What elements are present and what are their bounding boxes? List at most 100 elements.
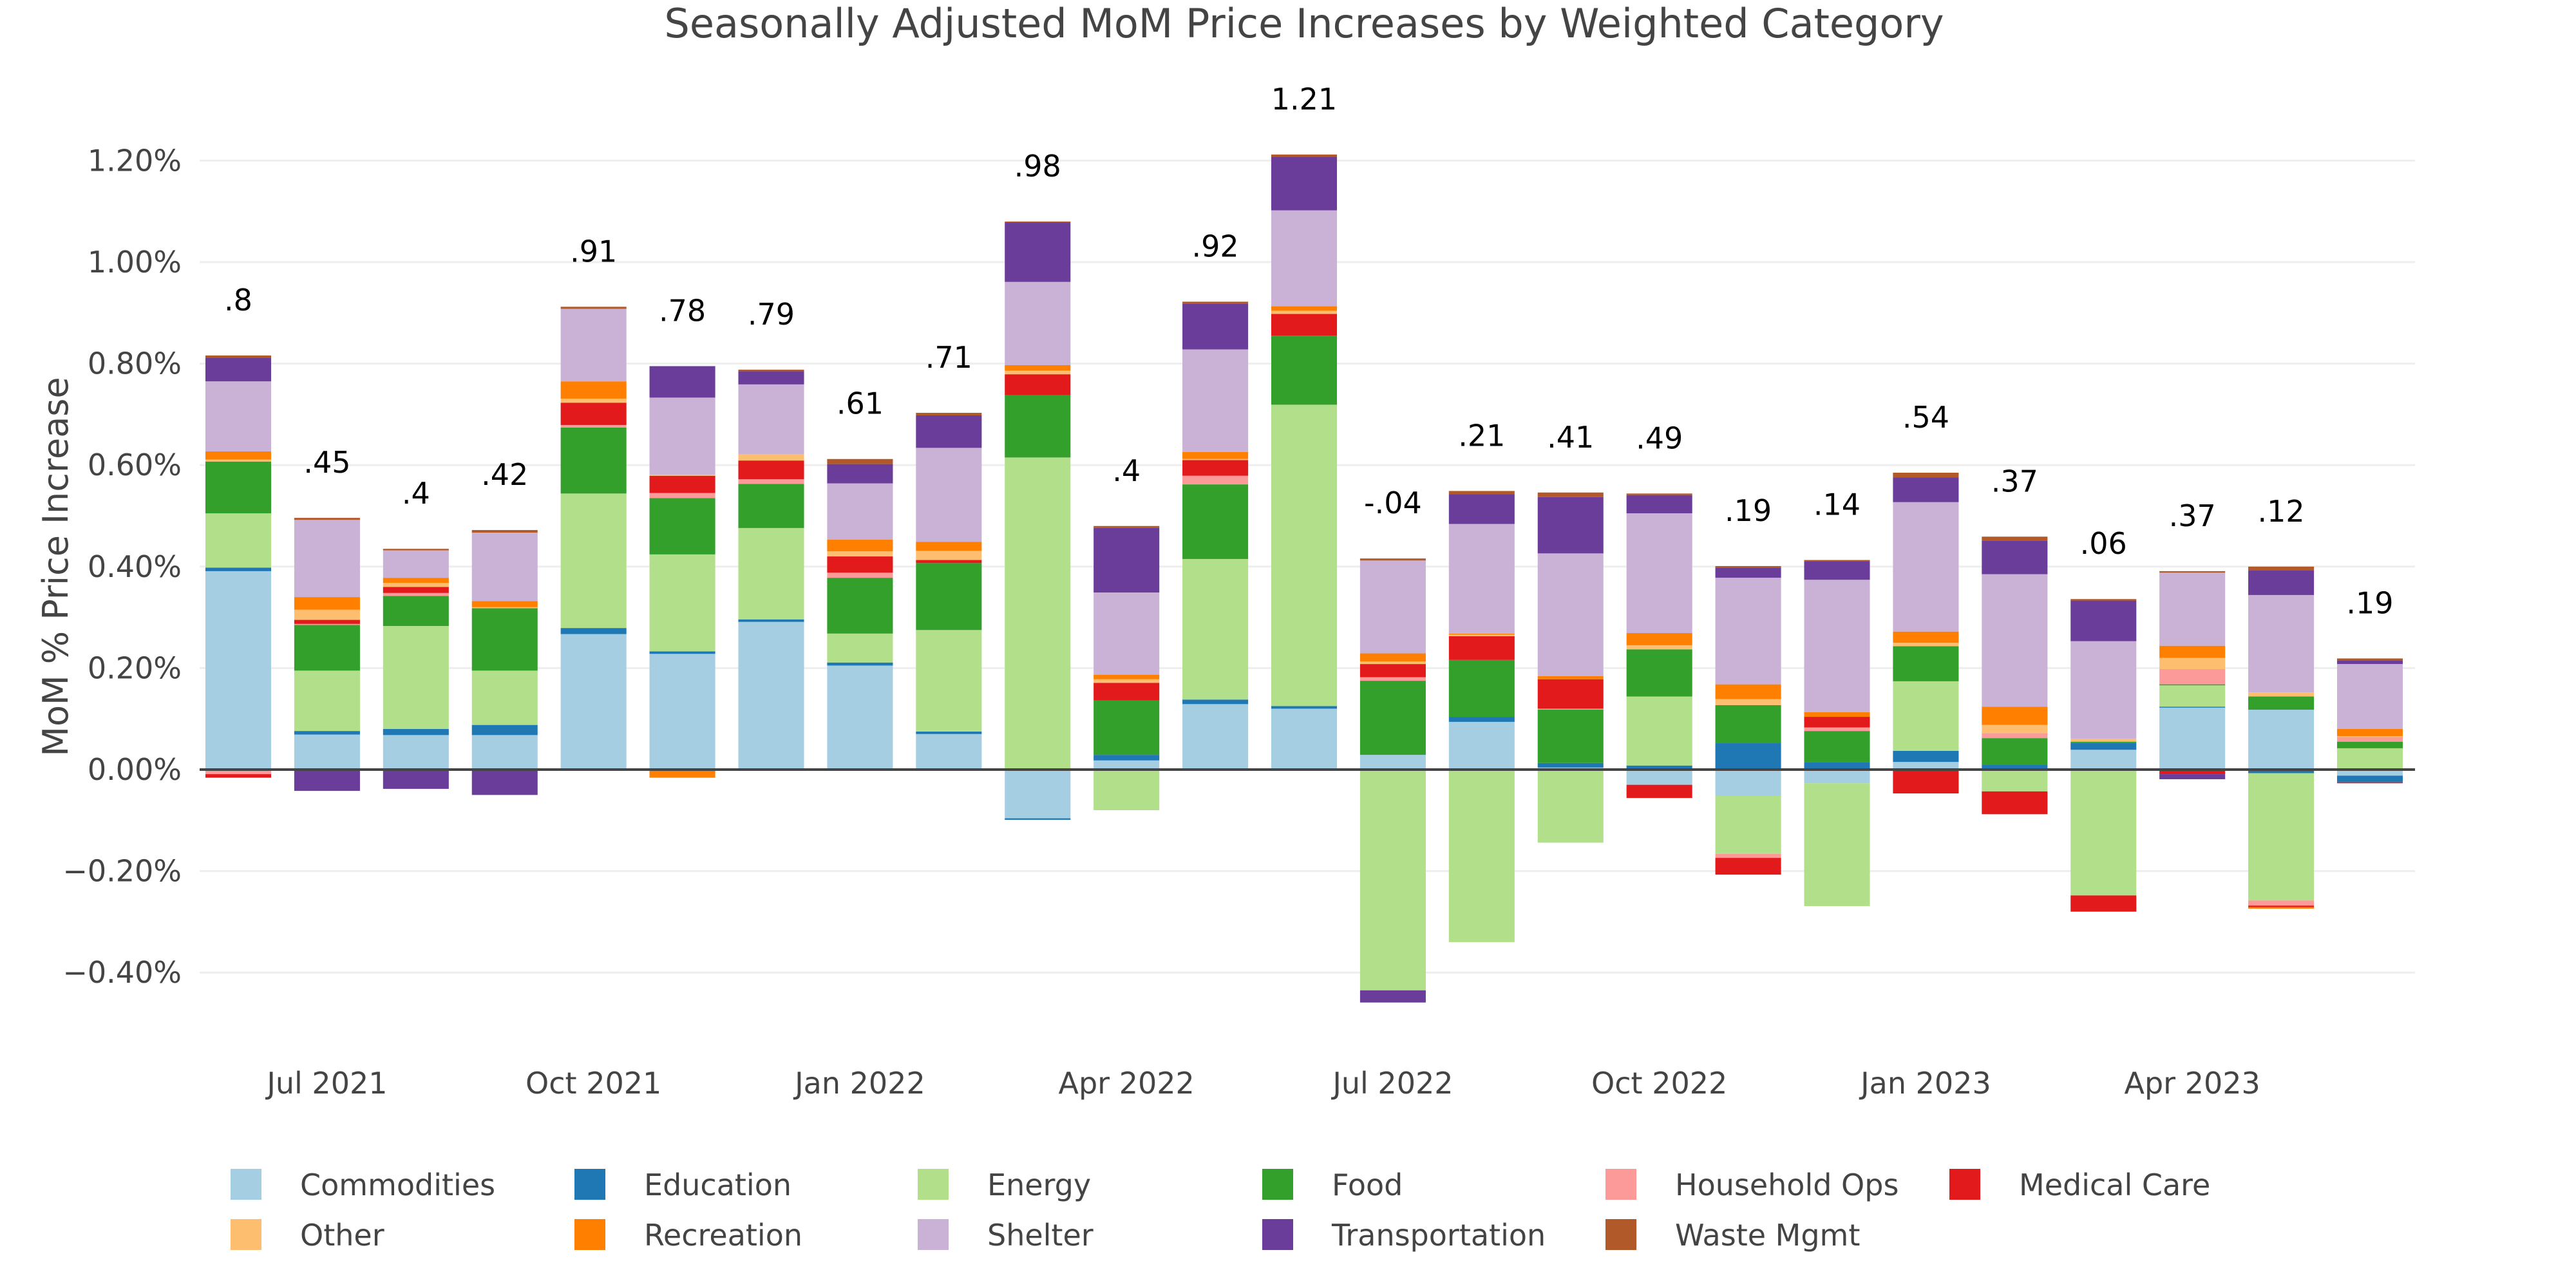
- bar-segment-medical-care: [1893, 770, 1959, 794]
- legend-item-other[interactable]: Other: [231, 1218, 384, 1253]
- bar-segment-shelter: [1359, 560, 1426, 654]
- bar-segment-food: [471, 608, 538, 671]
- bar-segment-medical-care: [1804, 717, 1870, 728]
- bar-total-label: .49: [1636, 421, 1683, 455]
- bar-total-label: .42: [481, 457, 528, 492]
- bar-segment-shelter: [205, 381, 272, 451]
- legend-item-household-ops[interactable]: Household Ops: [1605, 1168, 1899, 1202]
- bar-segment-medical-care: [2336, 782, 2403, 784]
- bar-segment-medical-care: [1626, 784, 1692, 799]
- bar-segment-household-ops: [1537, 708, 1604, 710]
- bar-stack: [383, 549, 449, 789]
- bar-segment-commodities: [2159, 707, 2226, 770]
- legend-label: Commodities: [300, 1168, 495, 1202]
- bar-segment-shelter: [2159, 573, 2226, 646]
- legend-item-recreation[interactable]: Recreation: [574, 1218, 802, 1253]
- bar-segment-education: [916, 731, 982, 734]
- bar-segment-commodities: [1804, 770, 1870, 784]
- bar-segment-food: [1094, 700, 1160, 755]
- bar-segment-waste-mgmt: [1893, 473, 1959, 478]
- y-axis-ticks: −0.40% −0.20% 0.00% 0.20% 0.40% 0.60% 0.80% 1.0…: [62, 143, 182, 990]
- bar-segment-education: [1271, 706, 1338, 709]
- bar-segment-medical-care: [2159, 770, 2226, 775]
- bar-total-label: .45: [303, 445, 350, 480]
- x-tick-label: Jul 2022: [1331, 1066, 1453, 1101]
- bar-segment-waste-mgmt: [1182, 301, 1249, 304]
- bar-segment-commodities: [1448, 721, 1515, 770]
- bar-stack: [1626, 493, 1692, 799]
- bar-segment-shelter: [1182, 349, 1249, 452]
- legend-item-energy[interactable]: Energy: [918, 1168, 1091, 1202]
- legend-item-transportation[interactable]: Transportation: [1262, 1218, 1546, 1253]
- bar-segment-energy: [916, 630, 982, 732]
- bar-total-label: .8: [224, 283, 252, 317]
- bar-segment-food: [1626, 649, 1692, 697]
- bar-segment-energy: [1537, 770, 1604, 843]
- bar-segment-commodities: [827, 665, 893, 770]
- y-axis-title: MoM % Price Increase: [35, 377, 76, 756]
- bar-segment-education: [383, 728, 449, 735]
- bar-segment-commodities: [1005, 770, 1071, 819]
- legend-label: Recreation: [644, 1218, 802, 1253]
- bar-segment-shelter: [560, 308, 627, 382]
- legend-item-food[interactable]: Food: [1262, 1168, 1403, 1202]
- bar-total-label: .78: [659, 294, 706, 328]
- legend-item-shelter[interactable]: Shelter: [918, 1218, 1094, 1253]
- legend-swatch: [574, 1219, 605, 1250]
- bar-segment-transportation: [1182, 303, 1249, 350]
- bar-segment-education: [2248, 770, 2315, 773]
- bar-total-label: .12: [2258, 494, 2305, 529]
- bar-total-label: .61: [837, 386, 884, 421]
- bar-segment-recreation: [1893, 631, 1959, 643]
- bar-segment-commodities: [294, 734, 360, 770]
- bar-segment-other: [1182, 459, 1249, 460]
- bar-segment-transportation: [1804, 561, 1870, 580]
- bar-segment-commodities: [1182, 704, 1249, 770]
- bar-segment-food: [1359, 681, 1426, 755]
- bar-segment-energy: [1448, 770, 1515, 942]
- bar-stack: [1359, 558, 1426, 1003]
- bar-stack: [1448, 491, 1515, 942]
- bar-segment-medical-care: [1271, 314, 1338, 336]
- bar-segment-commodities: [2248, 710, 2315, 770]
- bar-stack: [1271, 154, 1338, 770]
- bar-segment-shelter: [1537, 553, 1604, 677]
- bar-segment-recreation: [1448, 633, 1515, 635]
- y-tick-label: 0.20%: [88, 650, 182, 685]
- bar-stack: [649, 366, 715, 778]
- legend-item-waste-mgmt[interactable]: Waste Mgmt: [1605, 1218, 1860, 1253]
- bar-segment-shelter: [294, 520, 360, 598]
- legend-item-medical-care[interactable]: Medical Care: [1949, 1168, 2210, 1202]
- bar-segment-shelter: [1094, 592, 1160, 675]
- bar-segment-education: [1893, 750, 1959, 762]
- bar-segment-transportation: [383, 770, 449, 789]
- bar-segment-education: [649, 651, 715, 654]
- bar-segment-transportation: [916, 415, 982, 448]
- bar-segment-commodities: [738, 621, 804, 770]
- bar-segment-transportation: [2336, 660, 2403, 665]
- bar-segment-medical-care: [1182, 460, 1249, 476]
- bar-segment-food: [738, 484, 804, 528]
- bar-segment-other: [2159, 658, 2226, 669]
- bar-segment-waste-mgmt: [2070, 599, 2137, 601]
- bar-segment-shelter: [2336, 664, 2403, 729]
- bar-segment-food: [1537, 710, 1604, 763]
- bar-segment-household-ops: [827, 573, 893, 578]
- bar-stack: [2070, 599, 2137, 912]
- bar-stack: [738, 370, 804, 770]
- bar-segment-commodities: [1271, 708, 1338, 770]
- legend-swatch: [1605, 1219, 1636, 1250]
- bar-segment-waste-mgmt: [1359, 558, 1426, 561]
- x-tick-label: Oct 2021: [526, 1066, 661, 1101]
- legend-item-education[interactable]: Education: [574, 1168, 791, 1202]
- bar-segment-medical-care: [916, 560, 982, 564]
- bar-total-label: 1.21: [1271, 82, 1337, 117]
- bar-segment-transportation: [1005, 222, 1071, 282]
- bar-segment-household-ops: [2159, 668, 2226, 685]
- bar-segment-education: [471, 724, 538, 735]
- bar-total-label: .98: [1014, 149, 1061, 184]
- legend-label: Education: [644, 1168, 791, 1202]
- legend-item-commodities[interactable]: Commodities: [231, 1168, 495, 1202]
- bar-segment-transportation: [738, 371, 804, 384]
